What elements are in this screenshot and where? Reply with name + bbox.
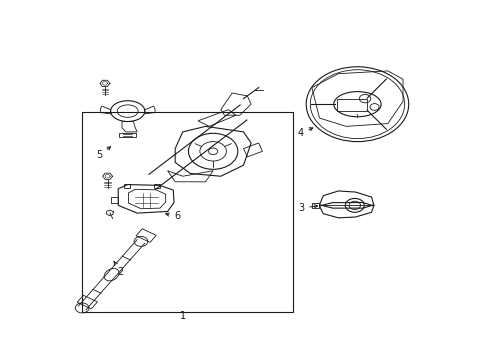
Text: 6: 6 [166, 211, 180, 221]
Text: 2: 2 [114, 261, 123, 277]
Text: 5: 5 [96, 147, 111, 161]
Text: 3: 3 [298, 203, 318, 213]
Bar [82, 112, 293, 312]
Text: 4: 4 [297, 128, 313, 138]
Text: 1: 1 [180, 311, 186, 321]
Bar [337, 99, 367, 111]
